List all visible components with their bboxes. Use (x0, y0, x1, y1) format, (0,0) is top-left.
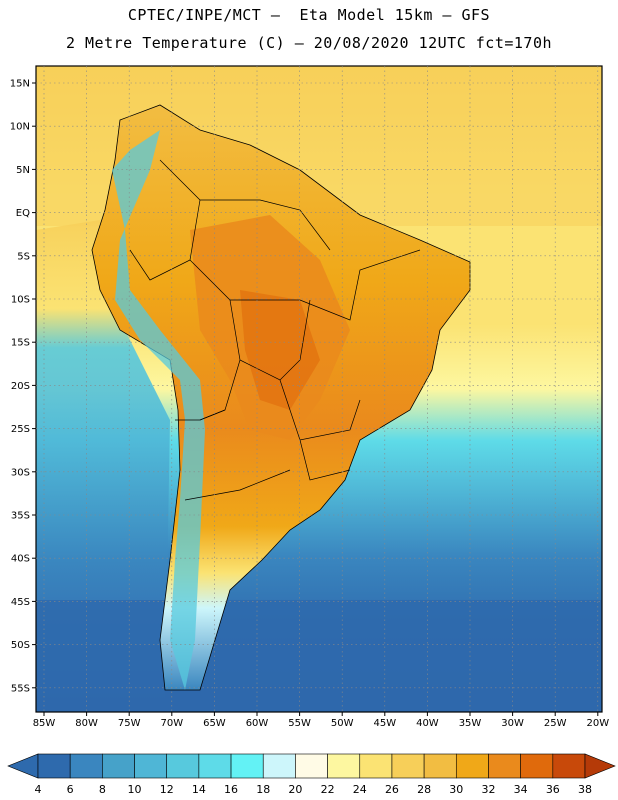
longitude-label: 85W (33, 718, 56, 729)
colorbar-swatch (198, 753, 232, 779)
latitude-label: 35S (11, 511, 30, 522)
colorbar-label: 20 (288, 783, 302, 796)
graticule (32, 66, 602, 716)
longitude-label: 75W (118, 718, 141, 729)
longitude-label: 50W (331, 718, 354, 729)
longitude-label: 30W (501, 718, 524, 729)
longitude-label: 60W (246, 718, 269, 729)
colorbar-label: 32 (481, 783, 495, 796)
latitude-label: 15S (11, 338, 30, 349)
latitude-labels: 15N 10N 5N EQ 5S 10S 15S 20S 25S 30S 35S 40S 45S 50S 5… (10, 79, 30, 695)
longitude-label: 35W (459, 718, 482, 729)
colorbar-label: 34 (514, 783, 528, 796)
colorbar-label: 38 (578, 783, 592, 796)
colorbar-swatch (327, 753, 361, 779)
colorbar-swatch (230, 753, 264, 779)
latitude-label: 40S (11, 554, 30, 565)
latitude-label: 50S (11, 640, 30, 651)
latitude-label: 5N (16, 165, 30, 176)
latitude-label: EQ (16, 208, 30, 219)
colorbar-right-arrow (584, 753, 616, 779)
colorbar-swatch (37, 753, 71, 779)
longitude-label: 55W (288, 718, 311, 729)
latitude-label: 20S (11, 381, 30, 392)
longitude-label: 65W (203, 718, 226, 729)
colorbar-label: 6 (67, 783, 74, 796)
pacific-ocean-field (36, 220, 170, 712)
colorbar-label: 18 (256, 783, 270, 796)
colorbar-label: 28 (417, 783, 431, 796)
colorbar-swatch (102, 753, 135, 779)
colorbar-swatch (488, 753, 521, 779)
temperature-colorbar: 4 6 8 10 12 14 16 18 20 22 24 26 28 30 32 34 36 38 (7, 753, 616, 796)
longitude-label: 40W (416, 718, 439, 729)
longitude-label: 25W (544, 718, 567, 729)
colorbar-label: 8 (99, 783, 106, 796)
colorbar-swatch (552, 753, 586, 779)
colorbar-swatch (295, 753, 328, 779)
chart-title-line-2: 2 Metre Temperature (C) – 20/08/2020 12U… (65, 34, 553, 52)
colorbar-label: 12 (160, 783, 174, 796)
latitude-label: 10N (10, 122, 30, 133)
colorbar-swatch (455, 753, 489, 779)
colorbar-label: 14 (192, 783, 206, 796)
colorbar-label: 10 (128, 783, 142, 796)
map-frame (35, 65, 603, 713)
latitude-label: 25S (11, 424, 30, 435)
colorbar-label: 36 (546, 783, 560, 796)
country-borders (129, 159, 421, 501)
colorbar-swatch (69, 753, 103, 779)
colorbar-label: 16 (224, 783, 238, 796)
colorbar-swatch (391, 753, 425, 779)
latitude-label: 55S (11, 683, 30, 694)
colorbar-label: 4 (35, 783, 42, 796)
colorbar-left-arrow (7, 753, 39, 779)
colorbar-label: 24 (353, 783, 367, 796)
latitude-label: 30S (11, 467, 30, 478)
longitude-labels: 85W 80W 75W 70W 65W 60W 55W 50W 45W 40W 35W 30W 25W 2… (33, 718, 610, 729)
colorbar-swatch (520, 753, 554, 779)
latitude-label: 10S (11, 295, 30, 306)
latitude-label: 15N (10, 79, 30, 90)
longitude-label: 20W (586, 718, 609, 729)
colorbar-label: 30 (449, 783, 463, 796)
colorbar-swatch (262, 753, 296, 779)
longitude-label: 45W (373, 718, 396, 729)
longitude-label: 70W (160, 718, 183, 729)
colorbar-swatch (166, 753, 200, 779)
colorbar-swatch (359, 753, 393, 779)
colorbar-swatch (134, 753, 168, 779)
colorbar-label: 26 (385, 783, 399, 796)
colorbar-swatch (423, 753, 457, 779)
longitude-label: 80W (75, 718, 98, 729)
latitude-label: 5S (17, 251, 30, 262)
colorbar-label: 22 (321, 783, 335, 796)
latitude-label: 45S (11, 597, 30, 608)
chart-title-line-1: CPTEC/INPE/MCT – Eta Model 15km – GFS (127, 6, 491, 24)
